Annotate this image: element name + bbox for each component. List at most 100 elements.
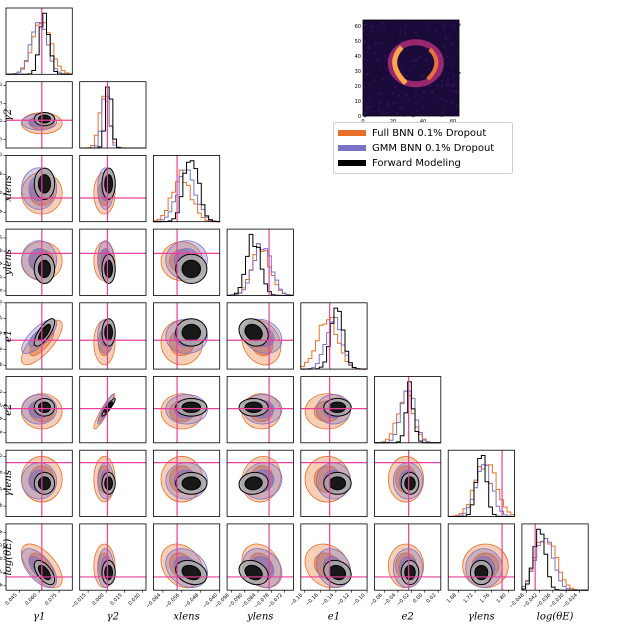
panel-6-0: 1.68 1.72 1.76 1.80 γlens	[0, 449, 73, 517]
panel-6-5	[374, 449, 442, 517]
yaxis-label-4: e1	[3, 330, 14, 342]
xtick-label-5-4: 0.02	[425, 592, 437, 604]
xtick-label-6-2: 1.76	[479, 592, 491, 604]
panel-3-1	[79, 228, 147, 296]
panel-frame-5-4	[300, 376, 368, 444]
xtick-label-6-0: 1.68	[446, 592, 458, 604]
legend-entry-full-bnn: Full BNN 0.1% Dropout	[338, 126, 486, 140]
xtick-label-4-3: −0.12	[336, 592, 351, 607]
panel-frame-0-0	[5, 7, 73, 75]
ytick-label-2-3: −0.040	[0, 152, 4, 169]
xtick-label-4-2: −0.14	[320, 592, 335, 607]
xtick-label-1-0: −0.015	[70, 592, 87, 609]
ytick-label-6-2: 1.76	[0, 469, 4, 481]
panel-frame-7-1	[79, 523, 147, 591]
xtick-label-7-4: −0.024	[561, 592, 578, 609]
legend-label-full-bnn: Full BNN 0.1% Dropout	[372, 127, 487, 139]
ytick-label-1-0: −0.015	[0, 136, 4, 153]
legend-label-gmm-bnn: GMM BNN 0.1% Dropout	[372, 142, 495, 154]
ytick-label-6-3: 1.80	[0, 453, 4, 465]
panel-frame-6-4	[300, 449, 368, 517]
panel-5-4	[300, 376, 368, 444]
xtick-label-0-0: 0.045	[4, 592, 18, 606]
yaxis-label-3: ylens	[3, 249, 14, 276]
yaxis-label-7: log(θE)	[3, 539, 14, 576]
panel-frame-6-6	[447, 449, 515, 517]
contour-forward-modeling-4-1-level-1	[104, 323, 114, 342]
histogram-forward-modeling-2	[153, 160, 221, 223]
xtick-label-2-2: −0.048	[183, 592, 200, 609]
panel-4-2	[152, 302, 221, 370]
contour-forward-modeling-5-3-level-1	[244, 401, 263, 414]
legend-entry-forward-modeling: Forward Modeling	[338, 156, 461, 170]
xaxis-label-2: xlens	[173, 612, 199, 623]
legend-swatch-forward-modeling	[338, 160, 366, 166]
xaxis-label-0: γ1	[33, 612, 45, 623]
contour-forward-modeling-7-1-level-1	[104, 564, 114, 581]
histogram-full-bnn-6	[447, 464, 515, 517]
inset-ytick-0: 0	[358, 114, 361, 120]
panel-frame-4-4	[300, 302, 368, 370]
panel-frame-6-0	[5, 449, 73, 517]
xtick-label-6-3: 1.80	[496, 592, 508, 604]
panel-5-2	[152, 376, 221, 444]
inset-lens-image: 02040600102030405060	[355, 19, 461, 125]
legend: Full BNN 0.1% Dropout GMM BNN 0.1% Dropo…	[333, 122, 513, 174]
xtick-label-4-4: −0.10	[351, 592, 366, 607]
legend-entry-gmm-bnn: GMM BNN 0.1% Dropout	[338, 141, 494, 155]
panel-frame-4-1	[79, 302, 147, 370]
histogram-gmm-bnn-6	[447, 464, 515, 517]
xtick-label-6-1: 1.72	[462, 592, 474, 604]
panel-7-1: −0.015 0.000 0.015 0.030 γ2	[70, 523, 147, 623]
contour-forward-modeling-1-0-level-1	[37, 114, 51, 124]
contour-forward-modeling-6-4-level-1	[328, 476, 347, 491]
inset-ytick-5: 50	[355, 39, 361, 45]
contour-forward-modeling-7-2-level-1	[181, 564, 202, 581]
contour-forward-modeling-6-5-level-1	[404, 476, 416, 491]
contour-forward-modeling-4-3-level-1	[244, 323, 263, 342]
panel-6-6	[447, 449, 515, 517]
panel-0-0	[5, 7, 73, 75]
panel-1-1	[79, 81, 147, 149]
ytick-label-5-1: −0.04	[0, 416, 4, 431]
contour-forward-modeling-3-0-level-1	[37, 259, 51, 278]
contour-forward-modeling-2-0-level-1	[37, 174, 51, 194]
inset-arc-left	[392, 45, 408, 85]
panel-frame-2-2	[152, 154, 221, 223]
panel-frame-7-3	[226, 523, 294, 591]
inset-arc-right	[426, 47, 439, 81]
ytick-label-4-0: −0.18	[0, 361, 4, 376]
panel-5-3	[226, 376, 294, 444]
xaxis-label-6: γlens	[468, 612, 495, 623]
xtick-label-0-2: 0.075	[44, 592, 58, 606]
ytick-label-5-3: 0.00	[0, 389, 4, 401]
inset-frame	[362, 19, 460, 117]
xtick-label-5-2: −0.02	[396, 592, 411, 607]
legend-label-forward-modeling: Forward Modeling	[372, 157, 461, 169]
contour-forward-modeling-6-0-level-1	[37, 476, 51, 491]
panel-7-5: −0.06−0.04−0.02 0.00 0.02 e2	[369, 523, 442, 623]
panel-frame-7-2	[152, 523, 221, 591]
xaxis-label-5: e2	[402, 612, 414, 623]
yaxis-label-1: γ2	[3, 109, 14, 121]
panel-frame-5-2	[152, 376, 221, 444]
panel-5-1	[79, 376, 147, 444]
panel-5-5	[374, 376, 442, 444]
panel-4-4	[300, 302, 368, 370]
panel-2-2	[152, 154, 221, 223]
xtick-label-1-3: 0.030	[127, 592, 141, 606]
yaxis-label-6: γlens	[3, 470, 14, 497]
panel-frame-7-7	[521, 523, 589, 591]
ytick-label-5-0: −0.06	[0, 429, 4, 444]
legend-swatch-full-bnn	[338, 130, 366, 136]
inset-background	[363, 20, 459, 116]
contour-forward-modeling-5-2-level-1	[181, 401, 202, 414]
panel-frame-7-5	[374, 523, 442, 591]
histogram-forward-modeling-5	[374, 381, 441, 444]
contour-forward-modeling-7-6-level-1	[474, 564, 489, 581]
